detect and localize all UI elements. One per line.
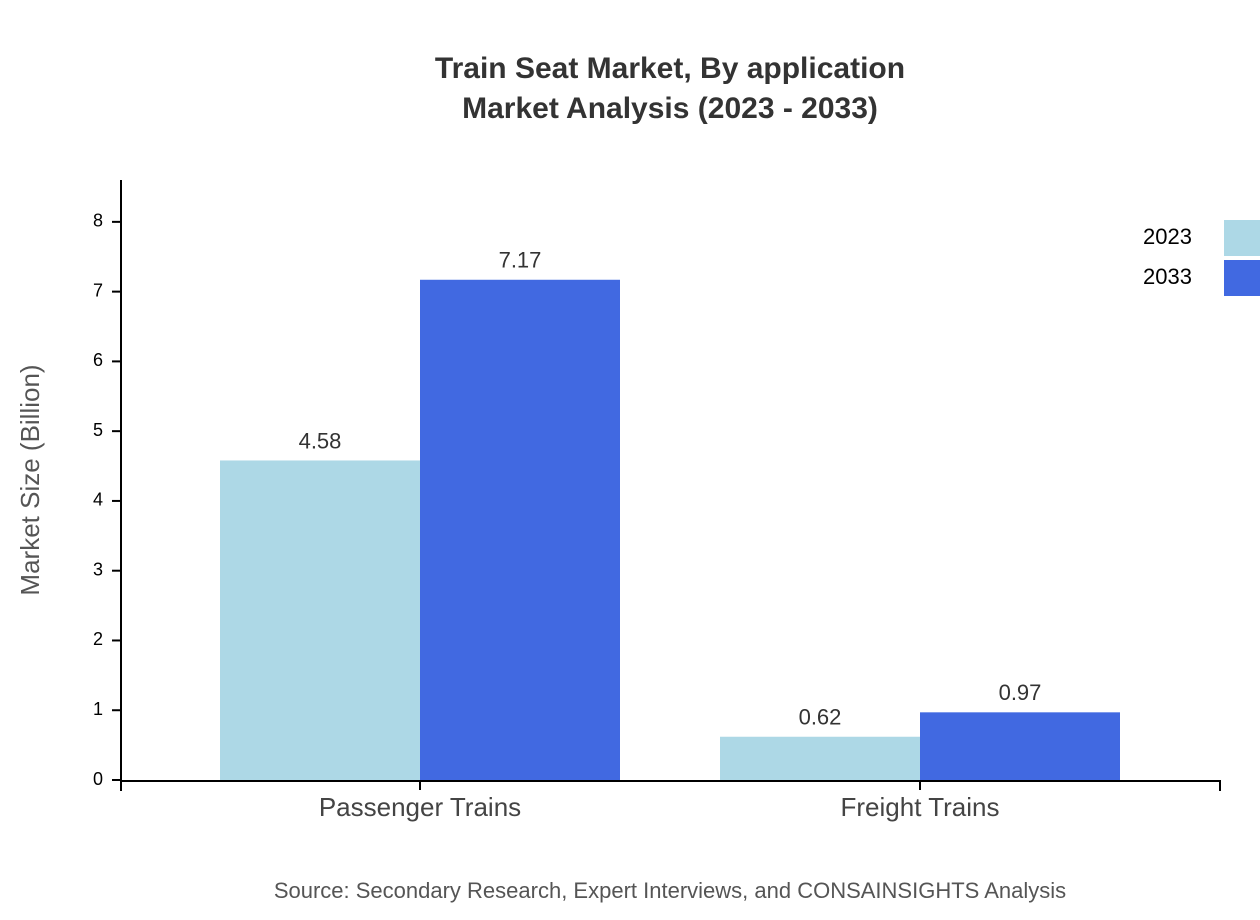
value-label: 0.62 bbox=[799, 705, 842, 730]
y-tick-label: 3 bbox=[93, 559, 103, 579]
y-axis-label: Market Size (Billion) bbox=[15, 364, 45, 595]
legend-label: 2033 bbox=[1143, 264, 1192, 289]
bar bbox=[220, 460, 420, 780]
y-tick-label: 8 bbox=[93, 211, 103, 231]
source-note: Source: Secondary Research, Expert Inter… bbox=[274, 878, 1066, 903]
bar bbox=[720, 736, 920, 780]
y-tick-label: 7 bbox=[93, 280, 103, 300]
y-tick-label: 4 bbox=[93, 490, 103, 510]
chart-subtitle: Market Analysis (2023 - 2033) bbox=[462, 92, 878, 125]
chart-title: Train Seat Market, By application bbox=[435, 52, 905, 85]
value-label: 4.58 bbox=[299, 428, 342, 453]
y-tick-label: 5 bbox=[93, 420, 103, 440]
x-axis bbox=[120, 780, 1221, 791]
bar bbox=[420, 279, 620, 780]
legend-swatch bbox=[1224, 220, 1260, 256]
x-tick-label: Passenger Trains bbox=[319, 792, 521, 822]
legend-swatch bbox=[1224, 260, 1260, 296]
y-tick-label: 2 bbox=[93, 629, 103, 649]
value-label: 0.97 bbox=[999, 680, 1042, 705]
bar bbox=[920, 712, 1120, 780]
y-tick-label: 1 bbox=[93, 699, 103, 719]
x-tick-label: Freight Trains bbox=[841, 792, 1000, 822]
y-tick-label: 6 bbox=[93, 350, 103, 370]
value-label: 7.17 bbox=[499, 248, 542, 273]
legend-label: 2023 bbox=[1143, 224, 1192, 249]
y-tick-label: 0 bbox=[93, 769, 103, 789]
